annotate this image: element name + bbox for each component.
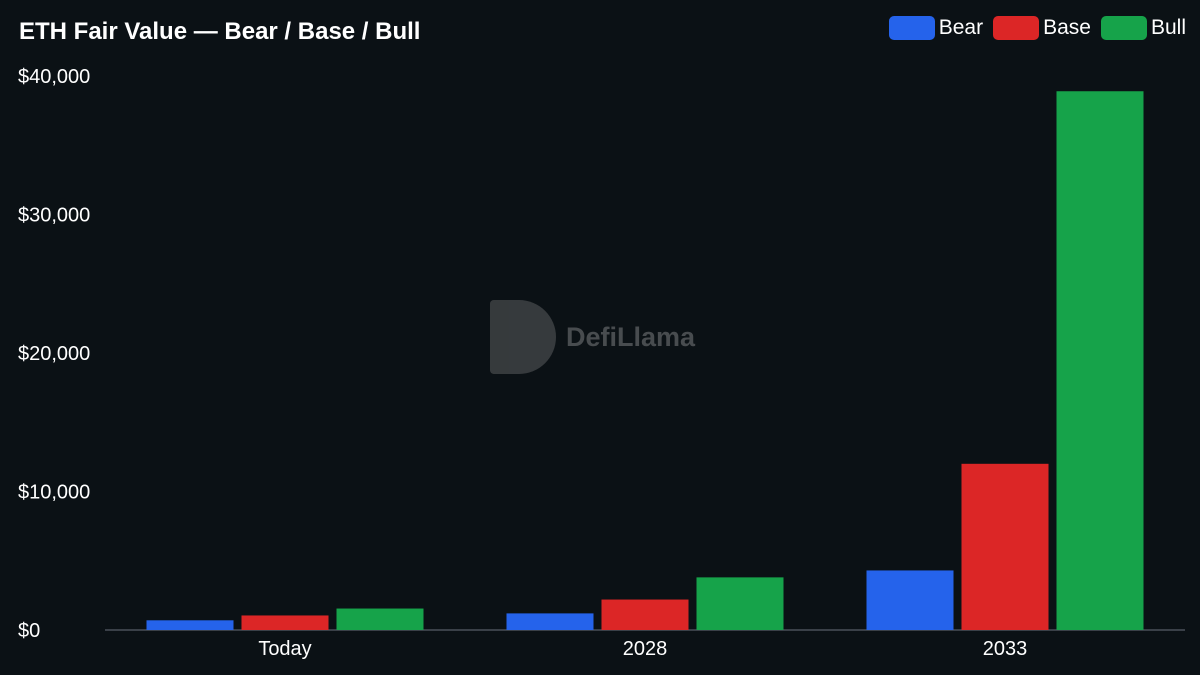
legend-label: Bull — [1150, 16, 1186, 39]
x-tick-label: 2028 — [623, 638, 668, 660]
chart-title: ETH Fair Value — Bear / Base / Bull — [19, 18, 421, 45]
x-tick-label: Today — [258, 638, 311, 660]
bar-bull-2028[interactable] — [696, 577, 784, 630]
y-tick-label: $30,000 — [18, 205, 90, 227]
bar-bear-2033[interactable] — [866, 570, 954, 630]
bar-base-2028[interactable] — [601, 599, 689, 630]
bar-bear-today[interactable] — [146, 620, 234, 630]
bar-base-today[interactable] — [241, 615, 329, 630]
legend-swatch — [1100, 16, 1147, 40]
legend-item-bull[interactable]: Bull — [1100, 16, 1186, 40]
bar-bear-2028[interactable] — [506, 613, 594, 630]
y-tick-label: $20,000 — [18, 343, 90, 365]
legend-item-base[interactable]: Base — [993, 16, 1091, 40]
legend-swatch — [993, 16, 1040, 40]
bar-bull-2033[interactable] — [1056, 91, 1144, 631]
legend-swatch — [888, 16, 935, 40]
legend-item-bear[interactable]: Bear — [888, 16, 984, 40]
legend: Bear Base Bull — [888, 16, 1186, 40]
y-tick-label: $40,000 — [18, 66, 90, 88]
y-tick-label: $0 — [18, 620, 40, 642]
bar-bull-today[interactable] — [336, 608, 424, 630]
watermark: DefiLlama — [490, 300, 695, 374]
legend-label: Base — [1043, 16, 1091, 39]
bar-base-2033[interactable] — [961, 463, 1049, 630]
watermark-text: DefiLlama — [566, 321, 696, 352]
legend-label: Bear — [938, 16, 984, 39]
y-tick-label: $10,000 — [18, 482, 90, 504]
x-tick-label: 2033 — [983, 638, 1028, 660]
defillama-logo-icon — [490, 300, 556, 374]
